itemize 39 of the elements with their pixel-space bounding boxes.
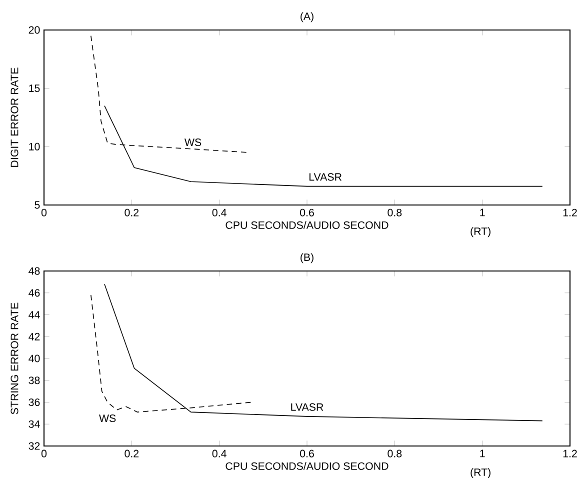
x-axis-title: CPU SECONDS/AUDIO SECOND xyxy=(226,221,388,229)
y-tick-label: 42 xyxy=(28,332,40,340)
x-tick-label: 0.4 xyxy=(212,450,226,458)
y-axis-title: STRING ERROR RATE xyxy=(10,302,18,414)
y-tick-label: 38 xyxy=(28,376,40,384)
y-tick-label: 15 xyxy=(29,84,40,92)
x-tick-label: 0.6 xyxy=(300,450,314,458)
x-tick-label: 1 xyxy=(480,208,485,216)
y-tick-label: 20 xyxy=(28,26,40,34)
y-tick-label: 34 xyxy=(28,420,40,428)
x-tick-label: 1 xyxy=(480,450,485,458)
y-axis-title: DIGIT ERROR RATE xyxy=(10,68,18,167)
x-axis-title: CPU SECONDS/AUDIO SECOND xyxy=(226,462,388,470)
x-tick-label: 0.6 xyxy=(300,208,314,216)
y-tick-label: 5 xyxy=(34,201,40,209)
x-tick-label: 0.8 xyxy=(388,450,402,458)
x-tick-label: 0 xyxy=(41,208,47,216)
text: (RT) xyxy=(470,227,490,238)
y-tick-label: 44 xyxy=(28,311,40,318)
y-tick-label: 32 xyxy=(28,442,40,450)
x-tick-label: 0.2 xyxy=(124,450,139,458)
y-tick-label: 48 xyxy=(28,267,40,275)
text: (RT) xyxy=(470,468,490,478)
y-tick-label: 46 xyxy=(28,289,40,297)
x-tick-label: 0.4 xyxy=(212,208,226,216)
y-tick-label: 40 xyxy=(28,354,40,362)
series-label: LVASR xyxy=(291,403,324,411)
chart-title: (A) xyxy=(300,12,314,22)
series-label: WS xyxy=(184,138,202,146)
x-tick-label: 0 xyxy=(41,450,47,458)
x-tick-label: 0.8 xyxy=(388,208,402,216)
x-tick-label: 0.2 xyxy=(124,208,139,216)
x-tick-label: 1.2 xyxy=(563,450,577,458)
x-tick-label: 1.2 xyxy=(563,208,577,216)
series-label: LVASR xyxy=(309,173,342,181)
series-label: WS xyxy=(99,414,116,422)
y-tick-label: 10 xyxy=(29,142,40,150)
y-tick-label: 36 xyxy=(28,398,40,406)
chart-title: (B) xyxy=(300,253,314,264)
